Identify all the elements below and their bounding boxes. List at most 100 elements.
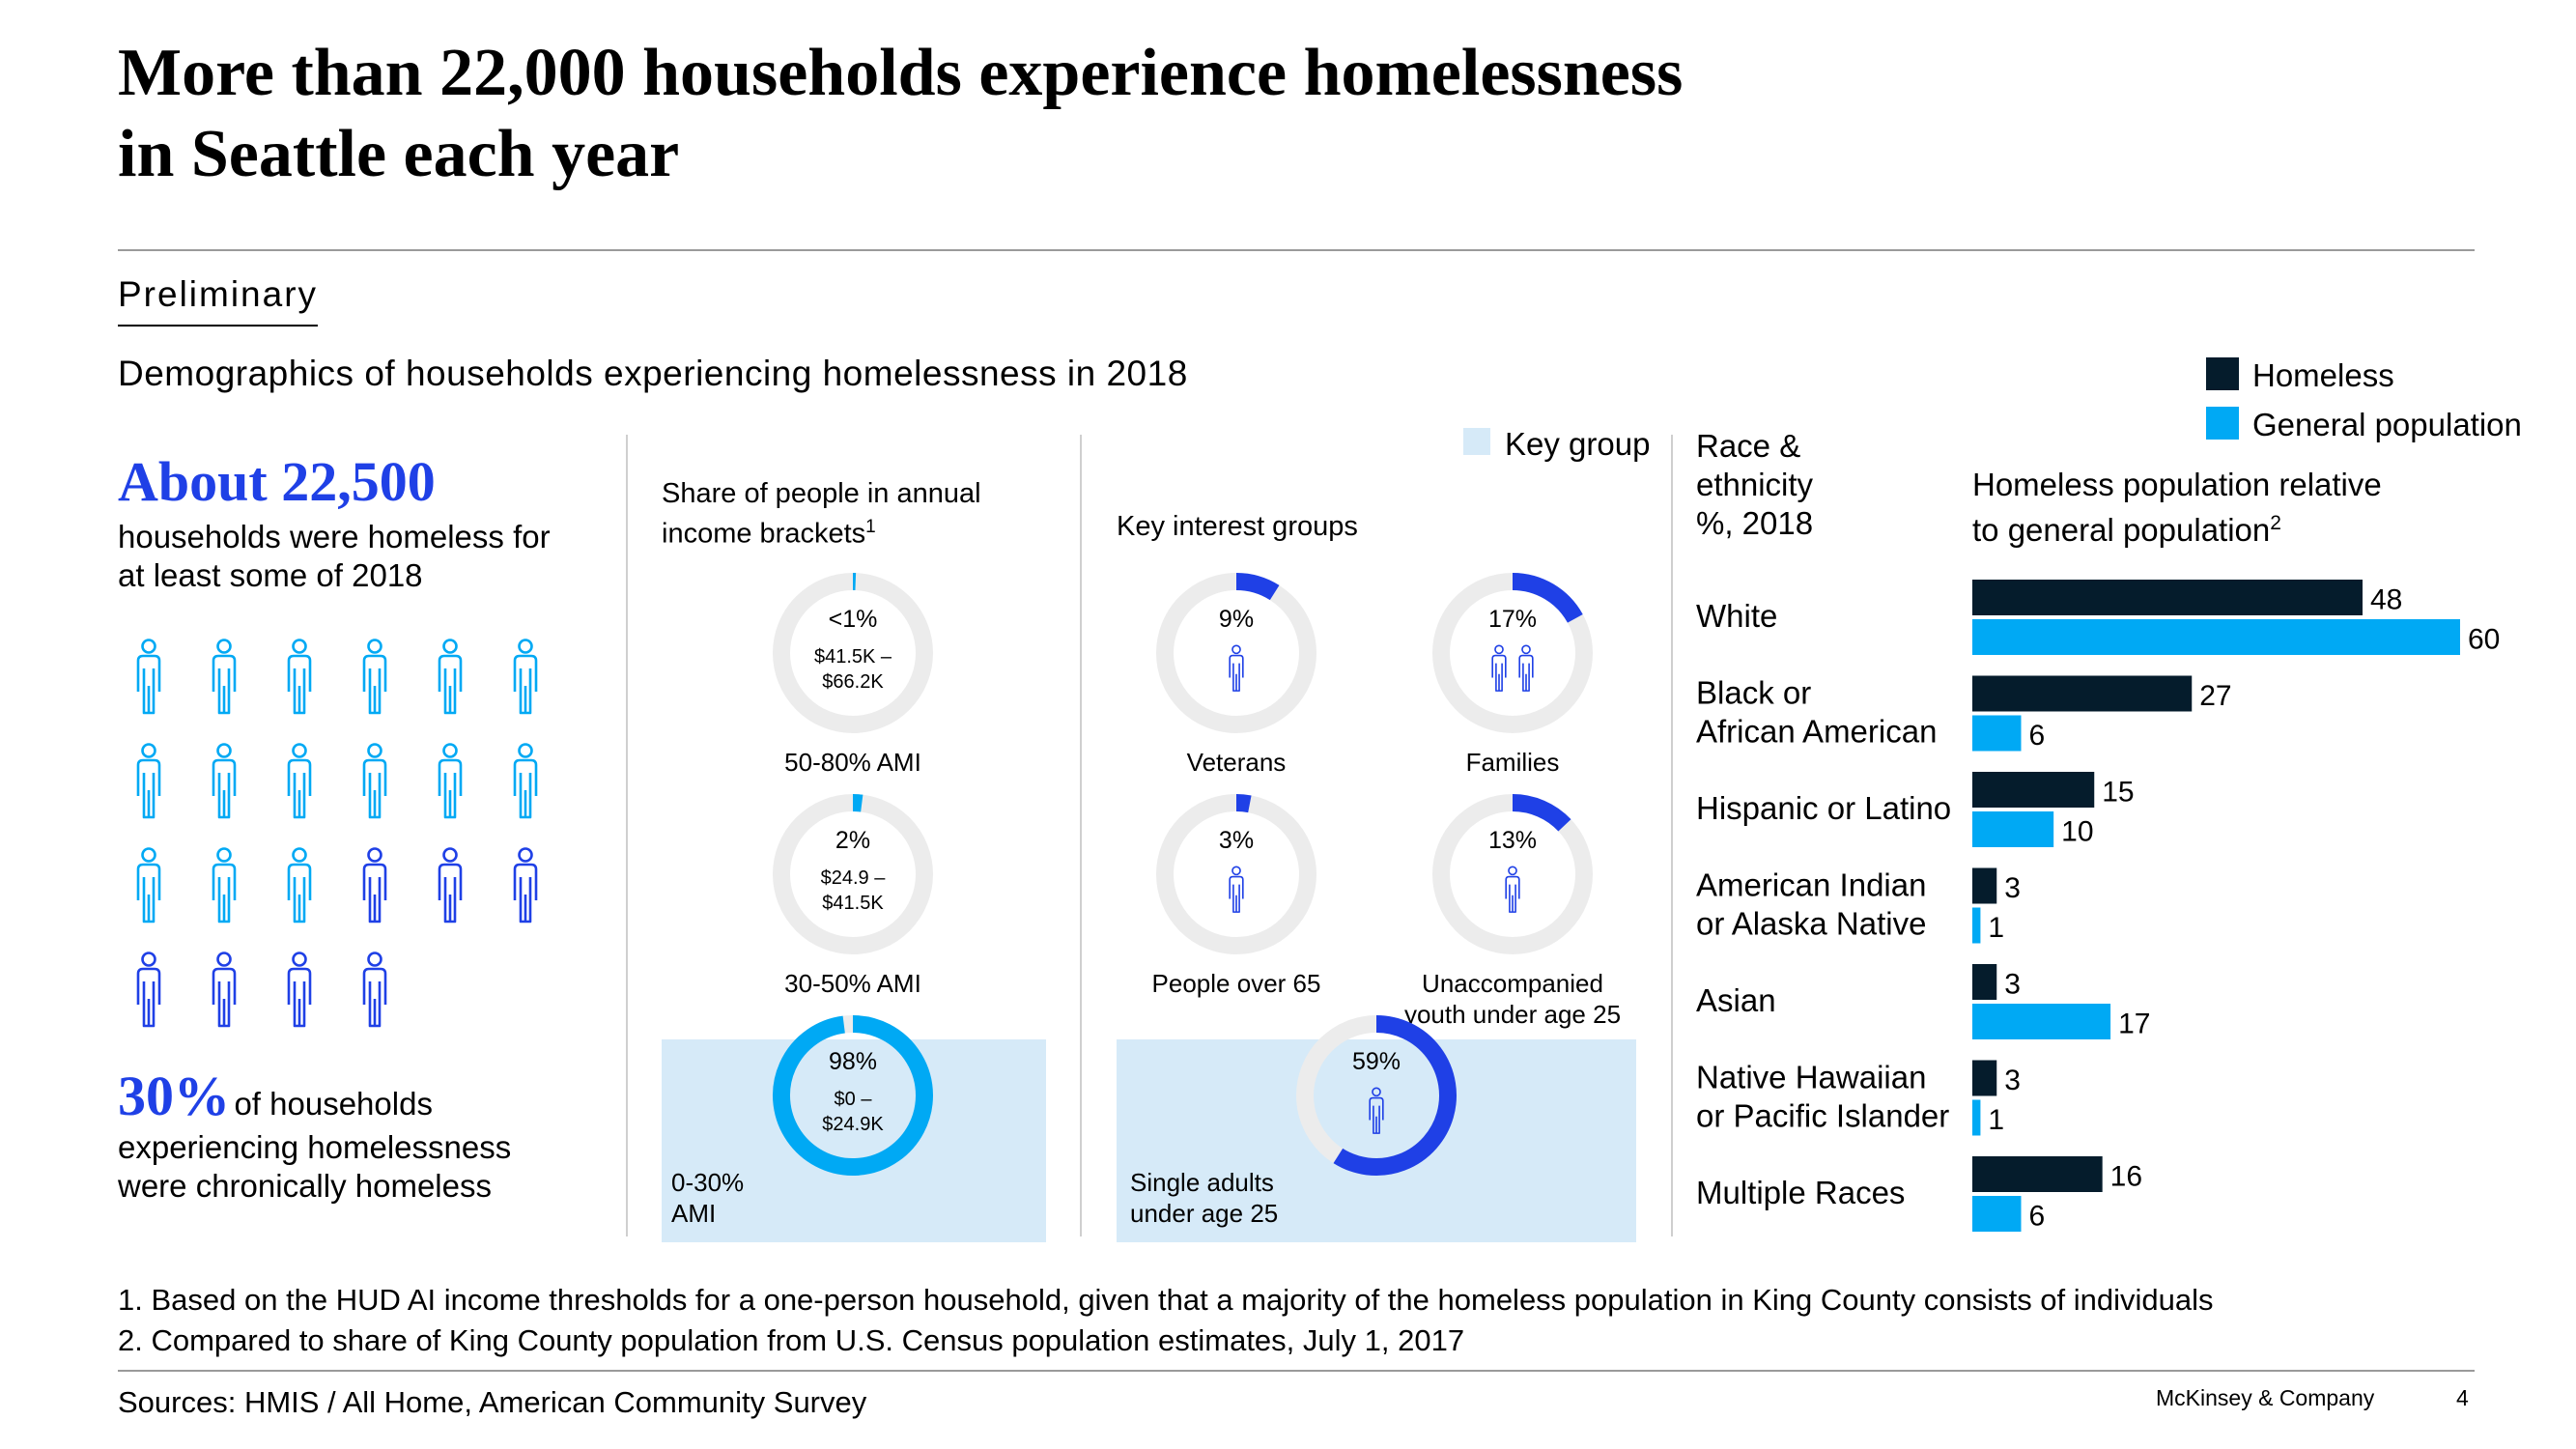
general-population-bar [1972,907,1981,944]
donut-track [1432,573,1593,733]
footer-divider [118,1370,2475,1372]
income-title: income brackets1 [662,510,876,552]
household-person-icon [438,639,463,715]
race-category-label-line1: Native Hawaiian [1696,1060,1926,1095]
donut-range-line1: $24.9 – [821,867,887,889]
headline-text-line1: households were homeless for [118,519,551,554]
race-subtitle-line1: Homeless population relative [1972,467,2382,502]
income-key-box [662,1039,1046,1242]
key-group-legend-label: Key group [1505,426,1651,462]
household-person-icon [212,847,237,923]
donut-slice [1512,794,1571,832]
homeless-bar [1972,675,2193,712]
interest-group-label: Families [1466,748,1560,777]
sources: Sources: HMIS / All Home, American Commu… [118,1385,867,1419]
family-icon [1491,644,1507,692]
race-category-label: White [1696,598,1777,634]
column-divider-1 [626,435,628,1236]
homeless-bar [1972,1060,1997,1096]
homeless-value-label: 3 [2004,969,2021,1001]
family-icon [1518,644,1534,692]
homeless-bar [1972,964,1997,1000]
household-pictogram [136,639,538,1028]
person-icon [1505,866,1520,913]
donut-slice [1512,573,1583,623]
donut-track [1156,794,1316,954]
household-person-icon [212,952,237,1028]
donut-pct-label: 17% [1488,606,1537,633]
general-population-bar [1972,715,2022,752]
page-title: More than 22,000 households experience h… [118,33,2339,195]
household-person-icon [362,847,387,923]
legend-label-homeless: Homeless [2252,357,2394,393]
household-person-icon [136,743,161,819]
race-category-label-line1: American Indian [1696,867,1926,903]
chronic-text-line1: of households [234,1086,433,1122]
donut-pct-label: 13% [1488,827,1537,854]
race-category-label: Hispanic or Latino [1696,790,1951,826]
donut-slice [1235,794,1252,813]
general-population-bar [1972,811,2054,847]
donut-pct-label: 9% [1219,606,1254,633]
page-title-line1: More than 22,000 households experience h… [118,36,1684,110]
race-subtitle-sup: 2 [2270,512,2281,534]
homeless-value-label: 16 [2110,1161,2142,1193]
donut-slice [852,794,863,812]
race-category-label-line2: African American [1696,714,1937,750]
general-value-label: 6 [2029,720,2046,752]
race-subtitle-line2: to general population [1972,512,2271,548]
household-person-icon [362,639,387,715]
interest-group-label-line1: Unaccompanied [1422,969,1603,998]
column-divider-3 [1671,435,1673,1236]
footnote-2: 2. Compared to share of King County popu… [118,1323,1465,1357]
income-bracket-label: 30-50% AMI [784,969,921,998]
income-title-line1: Share of people in annual [662,478,981,509]
general-population-bar [1972,1196,2022,1232]
page-subtitle: Demographics of households experiencing … [118,354,1188,393]
household-person-icon [287,847,312,923]
headline-text-line2: at least some of 2018 [118,557,423,593]
household-person-icon [438,847,463,923]
person-icon [1229,866,1244,913]
household-person-icon [136,952,161,1028]
household-person-icon [136,639,161,715]
race-category-label: Multiple Races [1696,1175,1905,1210]
legend-swatch-general [2206,407,2239,440]
interest-key-box [1117,1039,1636,1242]
chronic-text-line3: were chronically homeless [118,1168,492,1204]
race-title-line2: ethnicity [1696,467,1814,502]
general-population-bar [1972,1099,1981,1136]
interest-group-label: People over 65 [1152,969,1321,998]
key-group-legend-swatch [1463,428,1490,455]
company-name: McKinsey & Company [2156,1385,2375,1410]
race-category-label-line2: or Alaska Native [1696,906,1926,942]
donut-pct-label: 2% [835,827,870,854]
income-title-sup: 1 [865,517,876,537]
homeless-value-label: 27 [2199,680,2231,712]
page-number: 4 [2456,1385,2469,1410]
legend-swatch-homeless [2206,357,2239,390]
household-person-icon [438,743,463,819]
donut-pct-label: 3% [1219,827,1254,854]
interest-group-label-line2: youth under age 25 [1404,1000,1621,1029]
general-value-label: 1 [1988,912,2004,944]
income-bracket-label: 50-80% AMI [784,748,921,777]
legend-label-general: General population [2252,407,2522,442]
household-person-icon [513,639,538,715]
race-title-line3: %, 2018 [1696,505,1814,541]
household-person-icon [136,847,161,923]
person-icon [1229,644,1244,692]
homeless-value-label: 3 [2004,1065,2021,1096]
homeless-value-label: 48 [2370,584,2402,616]
general-population-bar [1972,619,2460,655]
race-category-label-line2: or Pacific Islander [1696,1098,1949,1134]
race-category-label-line1: Black or [1696,675,1811,711]
interest-donut-2: 3% People over 65 [1152,794,1321,998]
donut-track [1156,573,1316,733]
donut-range-line1: $41.5K – [814,646,892,668]
title-divider [118,249,2475,251]
donut-track [773,794,933,954]
interest-donut-0: 9% Veterans [1156,573,1316,777]
homeless-bar [1972,867,1997,904]
